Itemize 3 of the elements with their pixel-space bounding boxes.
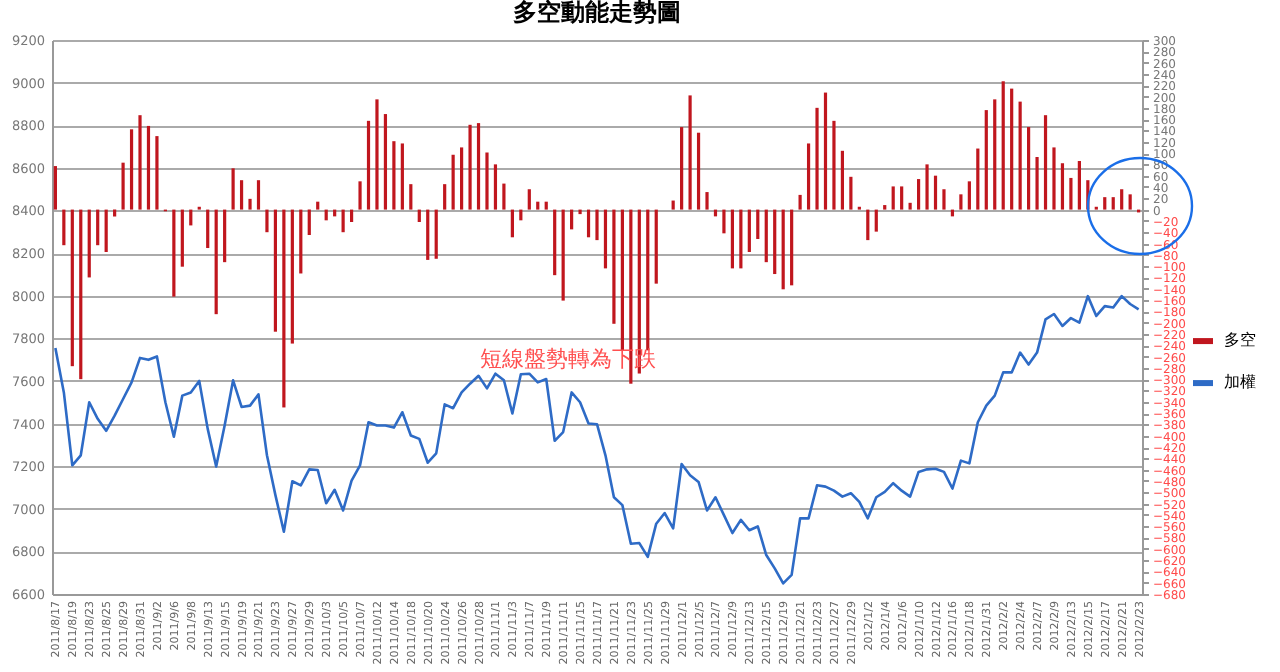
legend-label: 加權 bbox=[1224, 373, 1256, 392]
legend-label: 多空 bbox=[1224, 331, 1256, 350]
line-series bbox=[54, 294, 1140, 585]
